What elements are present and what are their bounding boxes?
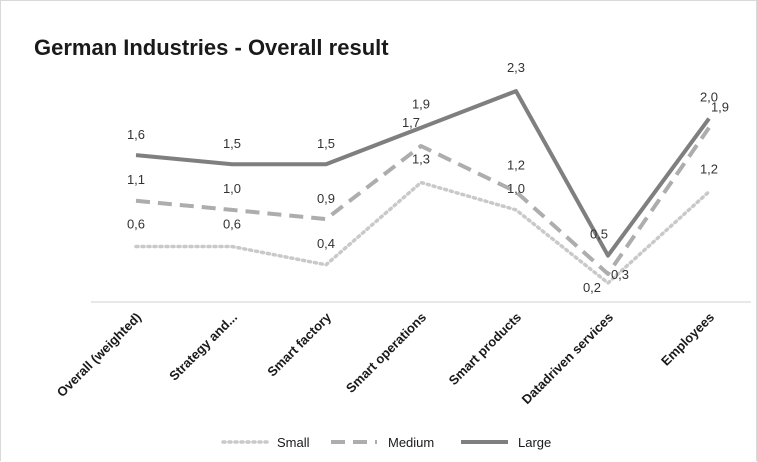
- data-label-small: 1,0: [507, 181, 525, 196]
- x-tick-label: Overall (weighted): [54, 310, 144, 400]
- data-label-medium: 0,3: [611, 267, 629, 282]
- data-label-medium: 1,9: [711, 100, 729, 115]
- data-label-small: 0,4: [317, 236, 335, 251]
- x-axis-ticks: Overall (weighted) Strategy and... Smart f…: [54, 309, 717, 407]
- series-line-medium: [135, 126, 711, 276]
- data-label-small: 1,3: [412, 152, 430, 167]
- data-label-medium: 1,1: [127, 172, 145, 187]
- x-tick-label: Smart factory: [264, 309, 334, 379]
- x-tick-label: Smart products: [446, 310, 525, 389]
- data-label-medium: 1,0: [223, 181, 241, 196]
- series-line-small: [134, 180, 711, 285]
- data-label-layer: 0,6 0,6 0,4 1,3 1,0 0,2 1,2 1,1 1,0 0,9 1,7 1,2 0,3 1…: [127, 60, 729, 295]
- data-label-large: 1,9: [412, 97, 430, 112]
- x-tick-label: Smart operations: [343, 310, 429, 396]
- legend: Small Medium Large: [221, 435, 551, 450]
- x-tick-label: Employees: [658, 310, 717, 369]
- chart-title: German Industries - Overall result: [34, 35, 389, 60]
- data-label-large: 0,5: [590, 227, 608, 242]
- data-label-large: 1,6: [127, 127, 145, 142]
- data-label-large: 2,0: [700, 90, 718, 105]
- x-tick-label: Strategy and...: [166, 310, 240, 384]
- x-tick-label: Datadriven services: [519, 310, 616, 407]
- data-label-large: 2,3: [507, 60, 525, 75]
- series-layer: [134, 89, 711, 285]
- data-label-small: 1,2: [700, 162, 718, 177]
- legend-item-small: Small: [221, 435, 310, 450]
- legend-label: Large: [518, 435, 551, 450]
- data-label-small: 0,6: [223, 216, 241, 231]
- legend-item-medium: Medium: [331, 435, 434, 450]
- legend-item-large: Large: [461, 435, 551, 450]
- data-label-medium: 1,7: [402, 115, 420, 130]
- data-label-small: 0,2: [583, 280, 601, 295]
- data-label-medium: 0,9: [317, 191, 335, 206]
- data-label-small: 0,6: [127, 216, 145, 231]
- data-label-large: 1,5: [223, 136, 241, 151]
- legend-label: Medium: [388, 435, 434, 450]
- series-line-large: [135, 89, 711, 258]
- data-label-large: 1,5: [317, 136, 335, 151]
- data-label-medium: 1,2: [507, 158, 525, 173]
- legend-label: Small: [277, 435, 310, 450]
